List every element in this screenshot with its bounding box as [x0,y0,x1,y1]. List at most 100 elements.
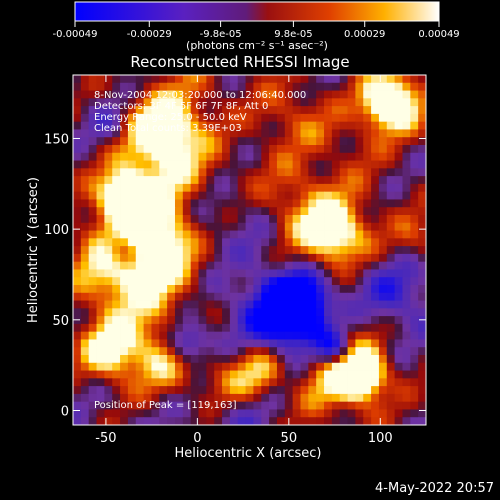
heatmap-cell [96,401,105,410]
heatmap-cell [418,393,427,403]
heatmap-cell [167,347,176,356]
heatmap-cell [73,277,82,286]
heatmap-cell [127,75,137,84]
heatmap-cell [316,323,325,333]
heatmap-cell [402,355,411,364]
heatmap-cell [104,285,113,294]
heatmap-cell [190,323,199,333]
heatmap-cell [206,145,215,154]
heatmap-cell [284,207,294,216]
heatmap-cell [253,160,262,169]
heatmap-cell [410,113,419,123]
heatmap-cell [292,129,301,138]
heatmap-cell [331,331,341,340]
heatmap-cell [237,261,246,270]
heatmap-cell [190,277,199,286]
heatmap-cell [386,113,396,123]
heatmap-cell [308,106,317,115]
heatmap-cell [410,323,419,333]
heatmap-cell [269,409,278,418]
heatmap-cell [112,401,121,410]
heatmap-cell [363,370,372,379]
heatmap-cell [386,347,396,356]
heatmap-cell [143,230,152,239]
heatmap-cell [237,277,246,286]
heatmap-cell [316,90,325,99]
heatmap-cell [316,168,325,177]
heatmap-cell [214,386,223,395]
heatmap-cell [308,417,317,426]
y-tick-label: 0 [61,404,69,419]
heatmap-cell [222,215,231,224]
heatmap-cell [261,362,270,371]
heatmap-cell [135,98,144,107]
heatmap-cell [80,191,90,200]
heatmap-cell [269,269,278,278]
heatmap-cell [120,277,129,286]
heatmap-cell [418,137,427,146]
heatmap-cell [237,82,246,91]
heatmap-cell [418,323,427,333]
heatmap-cell [347,269,356,278]
heatmap-cell [347,160,356,169]
heatmap-cell [167,393,176,403]
heatmap-cell [347,98,356,107]
heatmap-cell [261,316,270,325]
heatmap-cell [261,269,270,278]
heatmap-cell [261,261,270,270]
heatmap-cell [324,183,333,193]
heatmap-cell [214,393,223,403]
heatmap-cell [159,393,168,403]
heatmap-cell [316,308,325,317]
heatmap-cell [394,253,403,263]
x-tick-label: 0 [193,431,201,446]
heatmap-cell [253,331,262,340]
heatmap-cell [190,145,199,154]
chart-title: Reconstructed RHESSI Image [130,53,349,71]
heatmap-cell [339,176,348,185]
heatmap-cell [151,261,160,270]
heatmap-cell [355,316,364,325]
heatmap-cell [394,82,403,91]
heatmap-cell [167,323,176,333]
heatmap-cell [237,191,246,200]
heatmap-cell [167,75,176,84]
heatmap-cell [253,106,262,115]
heatmap-cell [253,269,262,278]
heatmap-cell [253,386,262,395]
heatmap-cell [127,137,137,146]
heatmap-cell [174,230,184,239]
heatmap-cell [143,292,152,301]
heatmap-cell [167,137,176,146]
heatmap-cell [88,308,97,317]
heatmap-cell [182,409,192,418]
heatmap-cell [402,238,411,247]
heatmap-cell [182,168,192,177]
heatmap-cell [378,339,388,348]
heatmap-cell [308,238,317,247]
heatmap-cell [112,362,121,371]
heatmap-cell [324,98,333,107]
heatmap-cell [96,292,105,301]
heatmap-cell [316,300,325,309]
heatmap-cell [120,292,129,301]
heatmap-cell [206,323,215,333]
heatmap-cell [112,409,121,418]
heatmap-cell [253,378,262,387]
heatmap-cell [104,168,113,177]
heatmap-cell [80,215,90,224]
heatmap-cell [284,277,294,286]
heatmap-cell [182,386,192,395]
heatmap-cell [394,300,403,309]
heatmap-cell [410,152,419,161]
heatmap-cell [88,370,97,379]
heatmap-cell [120,207,129,216]
heatmap-cell [120,339,129,348]
colorbar-tick-label: 9.8e-05 [274,29,312,40]
heatmap-cell [363,207,372,216]
heatmap-cell [292,145,301,154]
heatmap-cell [402,300,411,309]
heatmap-cell [229,207,239,216]
heatmap-cell [159,238,168,247]
heatmap-cell [324,121,333,130]
